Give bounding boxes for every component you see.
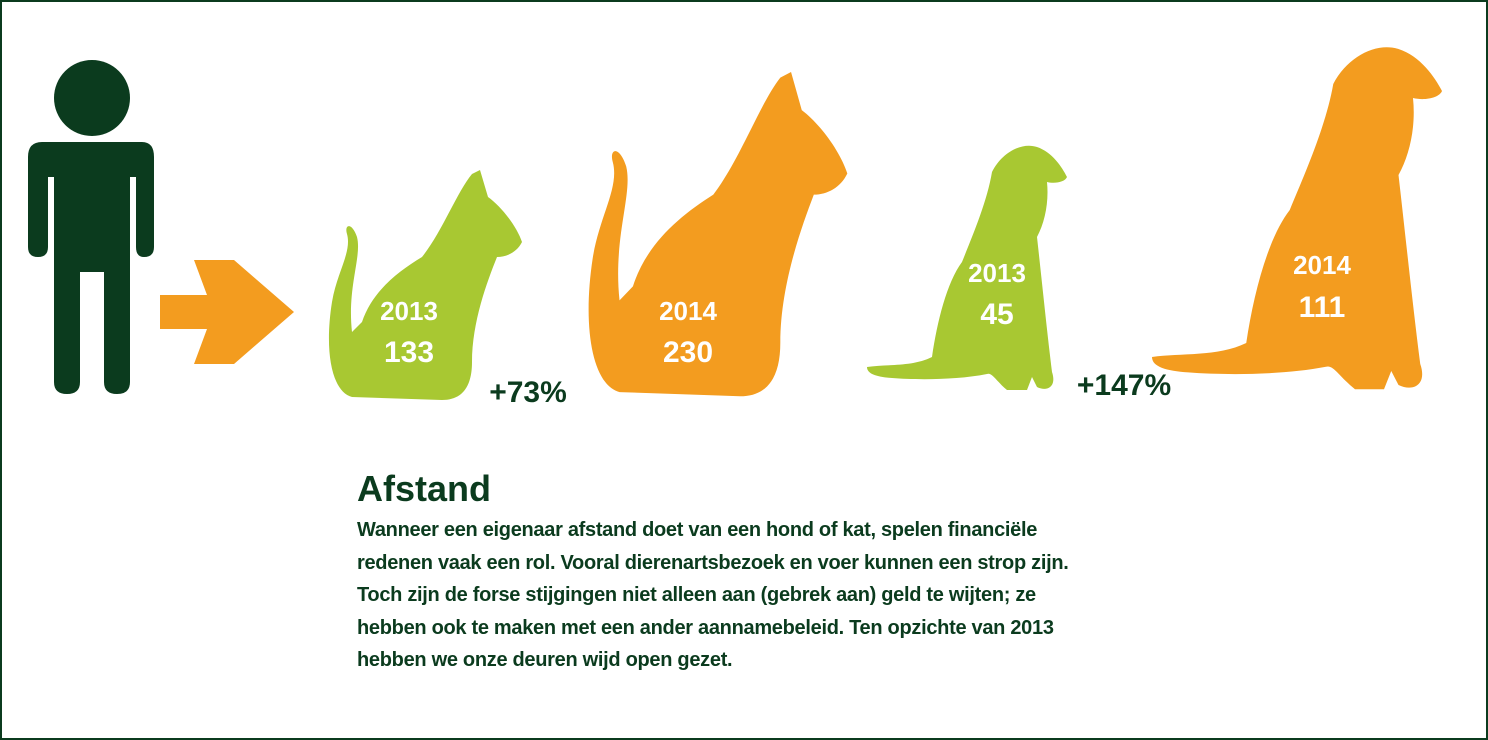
- body-line: hebben ook te maken met een ander aannam…: [357, 616, 1054, 639]
- article-title: Afstand: [357, 468, 491, 509]
- arrow-icon: [160, 260, 294, 364]
- body-line: redenen vaak een rol. Vooral dierenartsb…: [357, 551, 1069, 574]
- change-label: +73%: [489, 376, 567, 409]
- cat-2013-silhouette: [328, 170, 522, 400]
- article: Afstand Wanneer een eigenaar afstand doe…: [357, 468, 1069, 677]
- person-icon: [28, 60, 154, 394]
- cat-2014-silhouette: [588, 72, 848, 397]
- dog-2014-silhouette: [1152, 47, 1442, 390]
- count-label: 111: [1299, 291, 1346, 324]
- count-label: 230: [663, 336, 713, 369]
- body-line: Wanneer een eigenaar afstand doet van ee…: [357, 519, 1038, 541]
- change-label: +147%: [1077, 369, 1171, 402]
- body-line: Toch zijn de forse stijgingen niet allee…: [357, 584, 1036, 606]
- year-label: 2014: [1293, 250, 1351, 280]
- count-label: 133: [384, 336, 434, 369]
- count-label: 45: [980, 298, 1013, 331]
- year-label: 2013: [968, 258, 1026, 288]
- body-line: hebben we onze deuren wijd open gezet.: [357, 649, 733, 671]
- dog-2013-silhouette: [867, 145, 1067, 390]
- year-label: 2014: [659, 296, 717, 326]
- year-label: 2013: [380, 296, 438, 326]
